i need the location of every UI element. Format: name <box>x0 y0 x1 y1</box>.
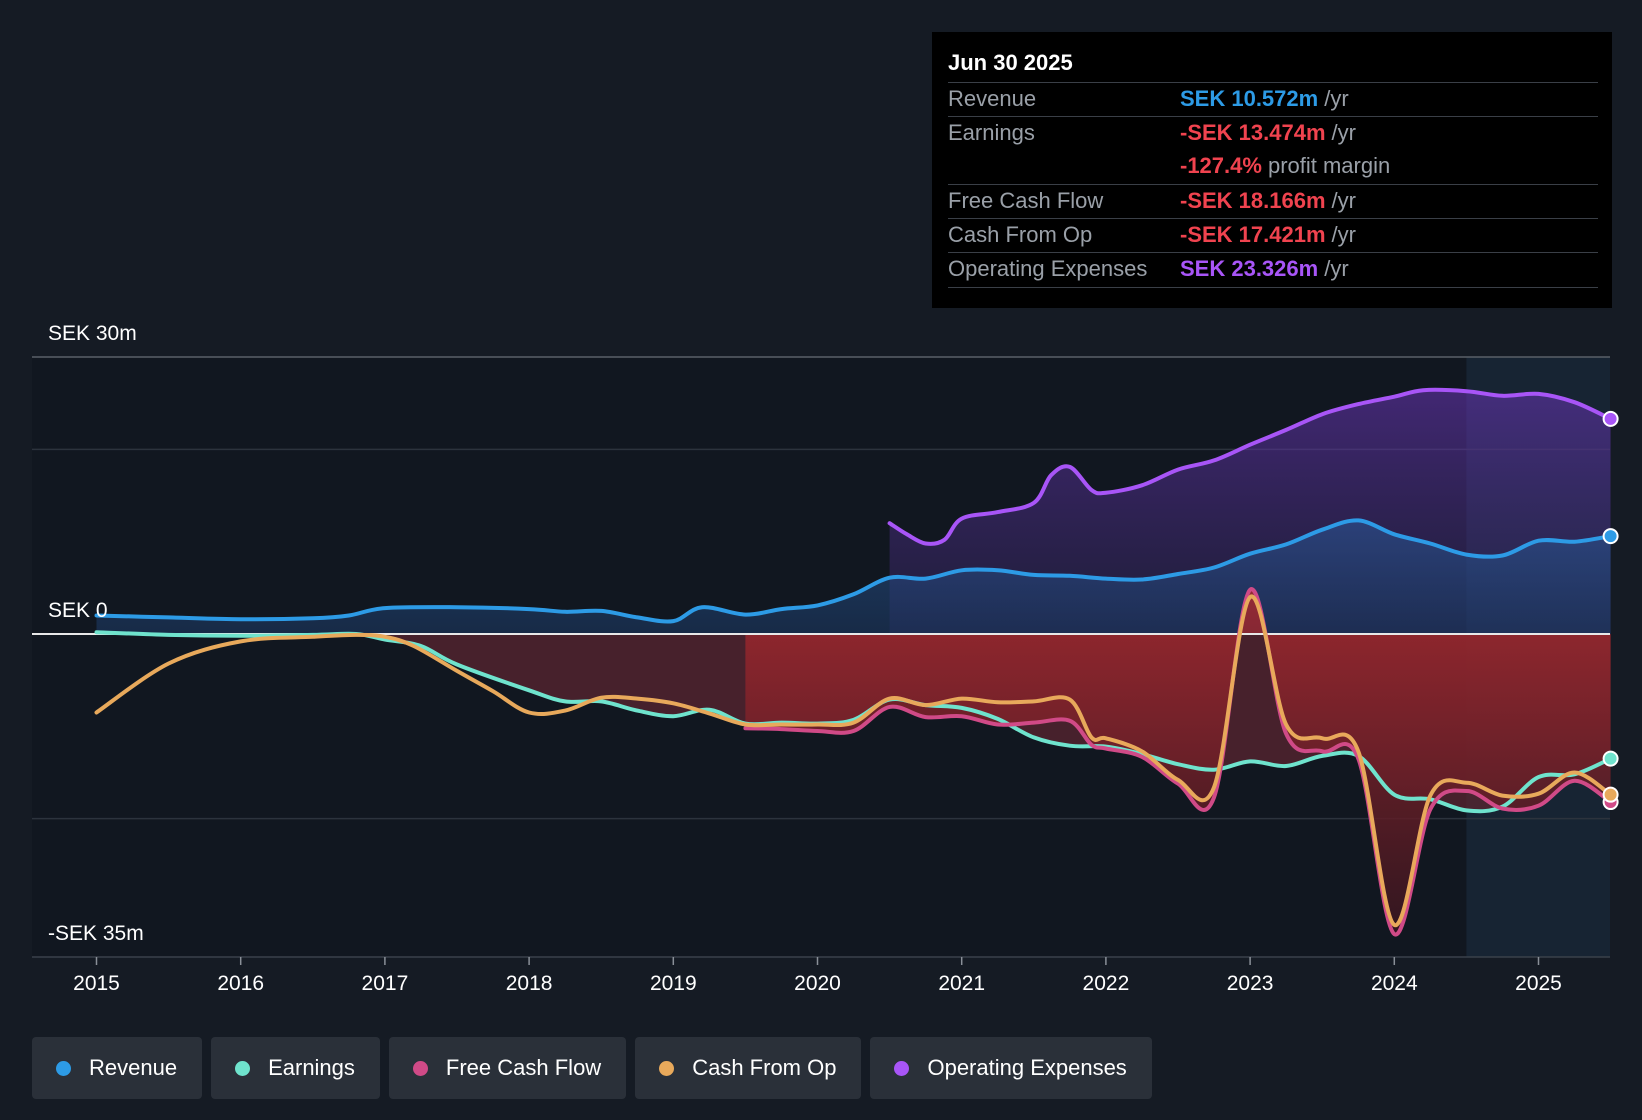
tooltip-date: Jun 30 2025 <box>948 50 1073 75</box>
cash-from-op-line <box>94 594 1613 927</box>
tooltip-label: Free Cash Flow <box>948 188 1104 213</box>
x-tick-label: 2019 <box>650 972 697 995</box>
fcf-suffix: /yr <box>1331 188 1356 213</box>
tooltip-value: SEK 23.326m/yr <box>1180 256 1349 282</box>
legend-item-operating-expenses[interactable]: Operating Expenses <box>870 1037 1152 1099</box>
revenue-dot-icon <box>56 1060 71 1076</box>
legend-label: Revenue <box>89 1055 178 1080</box>
legend-label: Operating Expenses <box>927 1055 1127 1080</box>
legend-item-revenue[interactable]: Revenue <box>32 1037 203 1099</box>
cash-from-op-dot-icon <box>659 1060 675 1076</box>
tooltip-label: Operating Expenses <box>948 256 1148 281</box>
tooltip-label: Earnings <box>948 120 1035 145</box>
opex-suffix: /yr <box>1324 256 1349 281</box>
y-label-bottom: -SEK 35m <box>48 922 144 945</box>
cfo-value: -SEK 17.421m <box>1180 222 1326 247</box>
x-tick-label: 2017 <box>362 972 409 995</box>
tooltip-label: Revenue <box>948 86 1037 111</box>
tooltip-value: SEK 10.572m/yr <box>1180 86 1349 112</box>
x-tick-label: 2024 <box>1371 972 1418 995</box>
x-tick-label: 2020 <box>794 972 841 995</box>
revenue-end-point <box>1602 528 1619 545</box>
legend-label: Free Cash Flow <box>445 1055 602 1080</box>
legend: Revenue Earnings Free Cash Flow Cash Fro… <box>32 1037 1152 1099</box>
x-tick-label: 2015 <box>73 972 120 995</box>
free-cash-flow-dot-icon <box>412 1060 428 1076</box>
opex-value: SEK 23.326m <box>1180 256 1319 281</box>
tooltip-label: Cash From Op <box>948 222 1093 247</box>
y-label-top: SEK 30m <box>48 322 137 345</box>
margin-suffix: profit margin <box>1267 153 1391 178</box>
earnings-suffix: /yr <box>1331 120 1356 145</box>
tooltip-value: -SEK 18.166m/yr <box>1180 188 1356 214</box>
legend-item-earnings[interactable]: Earnings <box>211 1037 380 1099</box>
x-tick-label: 2018 <box>506 972 553 995</box>
cfo-suffix: /yr <box>1331 222 1356 247</box>
y-label-zero: SEK 0 <box>48 599 108 622</box>
tooltip: Jun 30 2025 Revenue SEK 10.572m/yr Earni… <box>932 32 1612 308</box>
margin-value: -127.4% <box>1180 153 1262 178</box>
cash-from-op-end-point <box>1602 786 1619 803</box>
tooltip-value: -SEK 13.474m/yr <box>1180 120 1356 146</box>
tooltip-value: -127.4% profit margin <box>1180 153 1390 179</box>
tooltip-row-fcf: Free Cash Flow -SEK 18.166m/yr <box>948 184 1598 219</box>
tooltip-value: -SEK 17.421m/yr <box>1180 222 1356 248</box>
tooltip-row-revenue: Revenue SEK 10.572m/yr <box>948 82 1598 117</box>
legend-item-cash-from-op[interactable]: Cash From Op <box>635 1037 862 1099</box>
revenue-area <box>96 520 1611 634</box>
legend-label: Cash From Op <box>692 1055 837 1080</box>
x-tick-label: 2022 <box>1083 972 1130 995</box>
earnings-dot-icon <box>235 1060 251 1076</box>
earnings-value: -SEK 13.474m <box>1180 120 1326 145</box>
tooltip-row-margin: -127.4% profit margin <box>948 150 1598 184</box>
earnings-end-point <box>1602 750 1619 767</box>
x-tick-label: 2023 <box>1227 972 1274 995</box>
revenue-value: SEK 10.572m <box>1180 86 1319 111</box>
revenue-line <box>94 518 1613 624</box>
legend-label: Earnings <box>268 1055 355 1080</box>
x-tick-label: 2021 <box>938 972 985 995</box>
revenue-suffix: /yr <box>1324 86 1349 111</box>
operating-expenses-line <box>887 387 1613 546</box>
tooltip-row-earnings: Earnings -SEK 13.474m/yr <box>948 116 1598 151</box>
legend-item-free-cash-flow[interactable]: Free Cash Flow <box>388 1037 627 1099</box>
operating-expenses-dot-icon <box>894 1060 910 1076</box>
x-tick-label: 2025 <box>1515 972 1562 995</box>
x-tick-label: 2016 <box>217 972 264 995</box>
free-cash-flow-area <box>745 589 1611 935</box>
tooltip-row-opex: Operating Expenses SEK 23.326m/yr <box>948 252 1598 288</box>
free-cash-flow-line <box>743 587 1613 937</box>
tooltip-row-cfo: Cash From Op -SEK 17.421m/yr <box>948 218 1598 253</box>
operating-expenses-end-point <box>1602 410 1619 427</box>
fcf-value: -SEK 18.166m <box>1180 188 1326 213</box>
